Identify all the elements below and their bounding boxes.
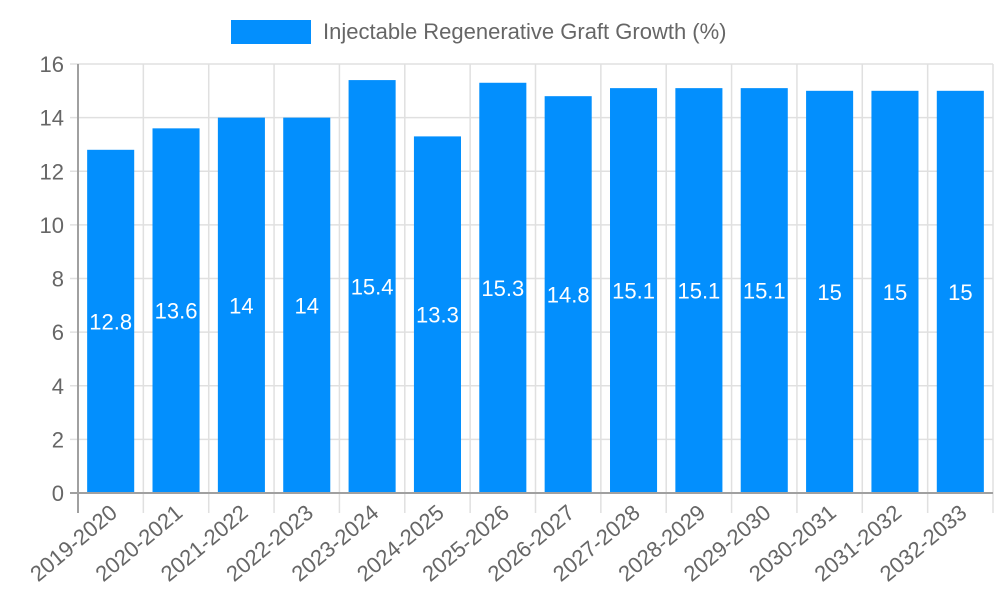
bar-value-label: 14	[295, 293, 319, 318]
data-labels: 12.8 13.6 14 14 15.4 13.3 15.3 14.8 15.1 15.1 15.1…	[89, 275, 972, 335]
y-tick-label: 12	[40, 159, 64, 184]
bar[interactable]	[740, 88, 788, 493]
y-tick-label: 10	[40, 213, 64, 238]
bar-value-label: 12.8	[89, 309, 132, 334]
gridlines	[70, 63, 994, 513]
bar[interactable]	[217, 117, 265, 493]
bar-value-label: 13.6	[155, 299, 198, 324]
bar[interactable]	[936, 90, 984, 493]
bar-value-label: 15.1	[743, 279, 786, 304]
y-axis-ticks: 0 2 4 6 8 10 12 14 16	[40, 52, 64, 506]
bar-value-label: 15.4	[351, 275, 394, 300]
x-axis-ticks: 2019-20202020-20212021-20222022-20232023…	[25, 500, 971, 587]
y-tick-label: 4	[52, 374, 64, 399]
bars	[87, 80, 984, 494]
y-tick-label: 8	[52, 267, 64, 292]
bar-value-label: 15.3	[481, 276, 524, 301]
bar[interactable]	[610, 88, 658, 493]
bar[interactable]	[152, 128, 200, 493]
bar[interactable]	[479, 82, 527, 494]
bar-value-label: 15	[817, 280, 841, 305]
bar-value-label: 15	[948, 280, 972, 305]
bar[interactable]	[413, 136, 461, 494]
bar[interactable]	[544, 96, 592, 494]
axes	[70, 64, 993, 513]
y-tick-label: 14	[40, 106, 64, 131]
bar-value-label: 15	[883, 280, 907, 305]
bar[interactable]	[87, 149, 135, 494]
bar[interactable]	[871, 90, 919, 493]
legend-label: Injectable Regenerative Graft Growth (%)	[323, 19, 727, 44]
bar-value-label: 15.1	[677, 279, 720, 304]
y-tick-label: 0	[52, 481, 64, 506]
legend[interactable]: Injectable Regenerative Graft Growth (%)	[231, 19, 727, 45]
bar-value-label: 14.8	[547, 283, 590, 308]
legend-swatch	[231, 20, 311, 44]
y-tick-label: 16	[40, 52, 64, 77]
y-tick-label: 6	[52, 320, 64, 345]
bar[interactable]	[806, 90, 854, 493]
bar-value-label: 13.3	[416, 303, 459, 328]
bar-value-label: 15.1	[612, 279, 655, 304]
y-tick-label: 2	[52, 427, 64, 452]
bar[interactable]	[675, 88, 723, 493]
bar-value-label: 14	[229, 293, 253, 318]
bar[interactable]	[348, 80, 396, 494]
bar[interactable]	[283, 117, 331, 493]
